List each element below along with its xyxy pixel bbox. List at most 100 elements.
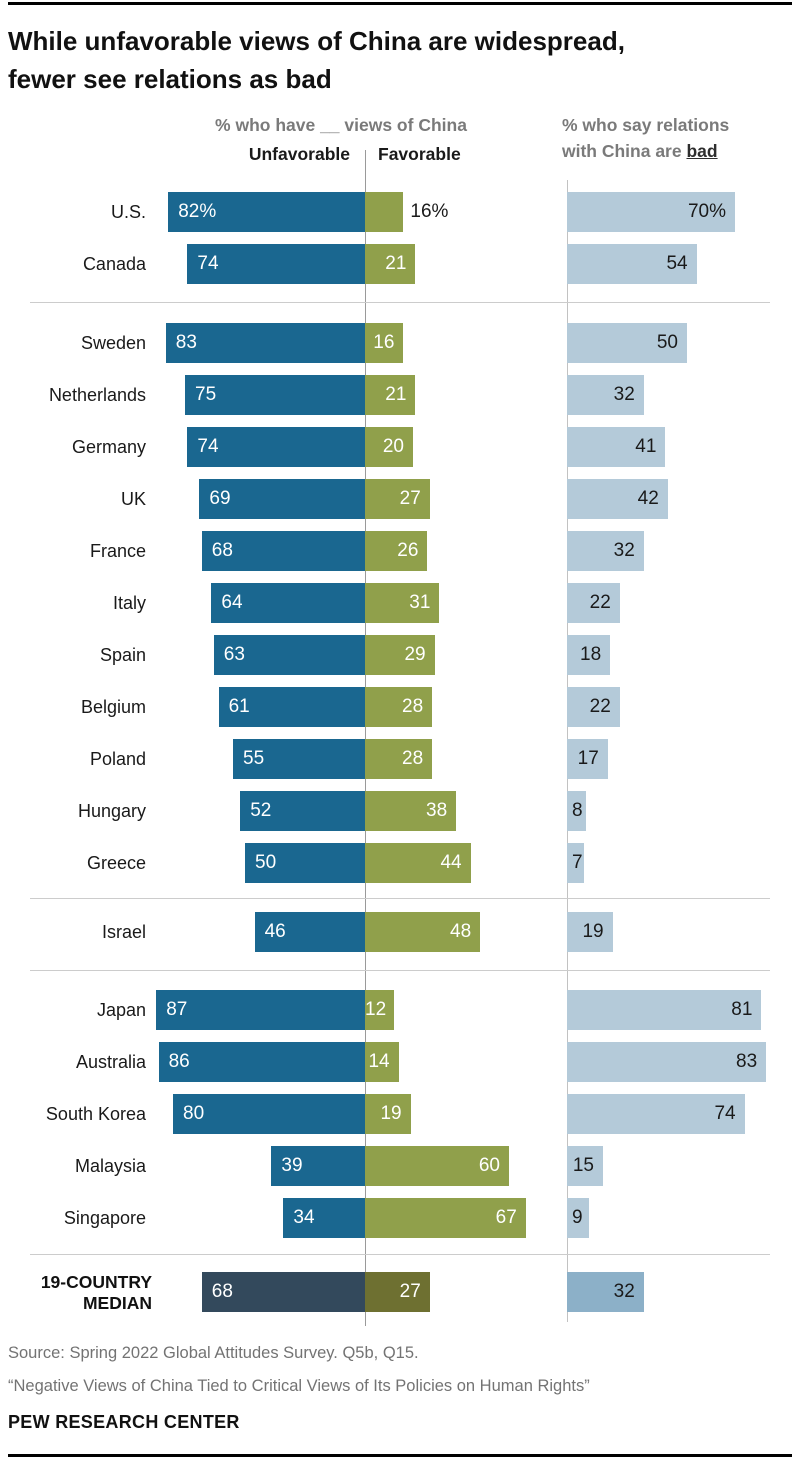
bar-unfavorable [218, 687, 365, 727]
bar-value-favorable: 27 [399, 488, 421, 509]
bar-relations-bad [567, 192, 735, 232]
bar-unfavorable [199, 479, 365, 519]
column-header-unfavorable: Unfavorable [248, 144, 350, 164]
group-divider [30, 1254, 770, 1255]
bar-relations-bad [567, 479, 668, 519]
country-label: Hungary [77, 801, 146, 821]
right-chart-header: % who say relations with China are bad [562, 112, 792, 164]
source-note: Source: Spring 2022 Global Attitudes Sur… [8, 1344, 419, 1362]
bar-value-unfavorable: 68 [211, 540, 233, 561]
bar-value-relations-bad: 54 [666, 253, 688, 274]
bar-value-relations-bad: 19 [582, 921, 604, 942]
bar-value-favorable: 44 [440, 852, 462, 873]
bar-value-unfavorable: 74 [197, 253, 219, 274]
bar-value-relations-bad: 41 [635, 436, 657, 457]
chart-title-line2: fewer see relations as bad [8, 64, 332, 94]
pew-research-center-wordmark: PEW RESEARCH CENTER [8, 1412, 240, 1432]
bar-value-relations-bad: 42 [637, 488, 659, 509]
bar-value-favorable: 31 [409, 592, 431, 613]
bar-value-unfavorable: 87 [166, 999, 188, 1020]
bar-value-relations-bad: 9 [572, 1207, 583, 1228]
right-chart-header-line2-prefix: with China are [562, 141, 687, 161]
bar-value-relations-bad: 81 [731, 999, 753, 1020]
bar-value-unfavorable: 74 [197, 436, 219, 457]
country-label: Netherlands [48, 385, 146, 405]
bar-value-relations-bad: 32 [613, 384, 635, 405]
bar-value-unfavorable: 52 [250, 800, 272, 821]
bar-favorable [365, 1094, 411, 1134]
chart-title-line1: While unfavorable views of China are wid… [8, 26, 625, 56]
bar-favorable [365, 635, 435, 675]
bar-favorable [365, 1198, 526, 1238]
bar-value-favorable: 38 [426, 800, 448, 821]
country-label: Germany [71, 437, 146, 457]
bar-value-unfavorable: 83 [175, 332, 197, 353]
bar-value-relations-bad: 32 [613, 540, 635, 561]
bar-unfavorable [165, 323, 365, 363]
right-chart-header-emphasis: bad [686, 141, 718, 161]
bar-value-unfavorable: 50 [255, 852, 277, 873]
bar-unfavorable [156, 990, 365, 1030]
country-label: South Korea [45, 1104, 146, 1124]
bar-relations-bad [567, 323, 687, 363]
bar-value-favorable: 28 [402, 748, 424, 769]
bar-unfavorable [187, 427, 365, 467]
country-label: Italy [112, 593, 146, 613]
bar-favorable [365, 1146, 509, 1186]
bar-value-relations-bad: 83 [736, 1051, 758, 1072]
bar-favorable [365, 843, 471, 883]
group-divider [30, 970, 770, 971]
right-chart-header-line2: with China are bad [562, 138, 792, 164]
bar-value-favorable: 26 [397, 540, 419, 561]
bar-value-favorable: 27 [399, 1281, 421, 1302]
bar-favorable [365, 1272, 430, 1312]
country-label: Australia [75, 1052, 146, 1072]
bar-value-favorable: 16 [373, 332, 395, 353]
bar-relations-bad [567, 244, 697, 284]
bar-relations-bad [567, 635, 611, 675]
bar-value-relations-bad: 74 [714, 1103, 736, 1124]
median-row-label-line1: 19-COUNTRY [40, 1272, 152, 1292]
column-header-favorable: Favorable [378, 144, 461, 164]
country-label: Malaysia [74, 1156, 146, 1176]
bar-unfavorable [185, 375, 365, 415]
country-label: Spain [99, 645, 146, 665]
bar-value-favorable: 29 [404, 644, 426, 665]
country-label: Sweden [80, 333, 146, 353]
bar-value-unfavorable: 63 [223, 644, 245, 665]
bar-value-unfavorable: 39 [281, 1155, 303, 1176]
bar-value-relations-bad: 32 [613, 1281, 635, 1302]
bar-relations-bad [567, 531, 644, 571]
median-row-label: 19-COUNTRY MEDIAN [0, 1272, 152, 1314]
bar-value-unfavorable: 64 [221, 592, 243, 613]
bar-value-relations-bad: 18 [580, 644, 602, 665]
bar-unfavorable [168, 192, 365, 232]
bar-unfavorable [158, 1042, 365, 1082]
bar-relations-bad [567, 739, 608, 779]
bar-unfavorable [271, 1146, 365, 1186]
bar-value-unfavorable: 68 [211, 1281, 233, 1302]
bar-relations-bad [567, 1042, 767, 1082]
bar-favorable [365, 531, 428, 571]
bar-relations-bad [567, 912, 613, 952]
bar-value-unfavorable: 61 [228, 696, 250, 717]
bar-relations-bad [567, 1272, 644, 1312]
bar-unfavorable [233, 739, 365, 779]
bar-value-unfavorable: 82% [178, 201, 217, 222]
bar-favorable [365, 990, 394, 1030]
country-label: France [89, 541, 146, 561]
bar-value-relations-bad: 8 [572, 800, 583, 821]
country-label: Belgium [80, 697, 146, 717]
bar-favorable [365, 323, 404, 363]
bar-favorable [365, 912, 481, 952]
country-label: Singapore [63, 1208, 146, 1228]
group-divider [30, 898, 770, 899]
country-label: UK [120, 489, 146, 509]
median-row-label-line2: MEDIAN [82, 1293, 152, 1313]
top-rule [8, 2, 792, 5]
bar-relations-bad [567, 791, 587, 831]
bar-value-favorable: 20 [382, 436, 404, 457]
bar-favorable [365, 479, 430, 519]
bar-value-unfavorable: 80 [183, 1103, 205, 1124]
country-label: Japan [96, 1000, 146, 1020]
